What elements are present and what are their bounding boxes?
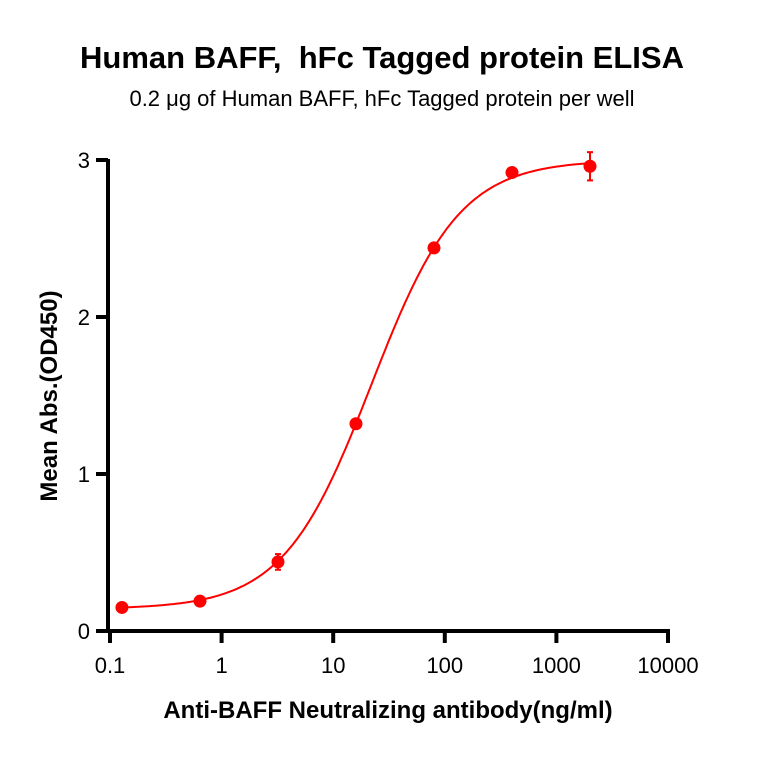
data-point	[349, 417, 363, 431]
y-tick-label: 1	[78, 462, 90, 487]
x-tick-label: 0.1	[95, 653, 126, 678]
chart-subtitle: 0.2 μg of Human BAFF, hFc Tagged protein…	[129, 86, 635, 111]
chart-title: Human BAFF, hFc Tagged protein ELISA	[80, 40, 684, 75]
x-tick-label: 1000	[532, 653, 581, 678]
y-axis-ticks: 0 1 2 3	[78, 148, 108, 644]
x-tick-label: 100	[426, 653, 463, 678]
x-tick-label: 10000	[637, 653, 698, 678]
y-axis-title: Mean Abs.(OD450)	[36, 290, 63, 501]
data-point	[505, 166, 519, 180]
y-tick-label: 3	[78, 148, 90, 173]
fit-curve	[121, 162, 591, 609]
axes	[106, 159, 670, 633]
data-point	[427, 241, 441, 255]
y-tick-label: 2	[78, 305, 90, 330]
x-tick-label: 10	[321, 653, 345, 678]
x-tick-label: 1	[215, 653, 227, 678]
data-point	[193, 594, 207, 608]
data-point	[115, 600, 129, 614]
x-axis-ticks: 0.1 1 10 100 1000 10000	[95, 631, 699, 678]
x-axis-title: Anti-BAFF Neutralizing antibody(ng/ml)	[163, 697, 612, 724]
data-points	[115, 151, 597, 614]
y-tick-label: 0	[78, 619, 90, 644]
data-point	[271, 555, 285, 569]
data-point	[583, 159, 597, 173]
